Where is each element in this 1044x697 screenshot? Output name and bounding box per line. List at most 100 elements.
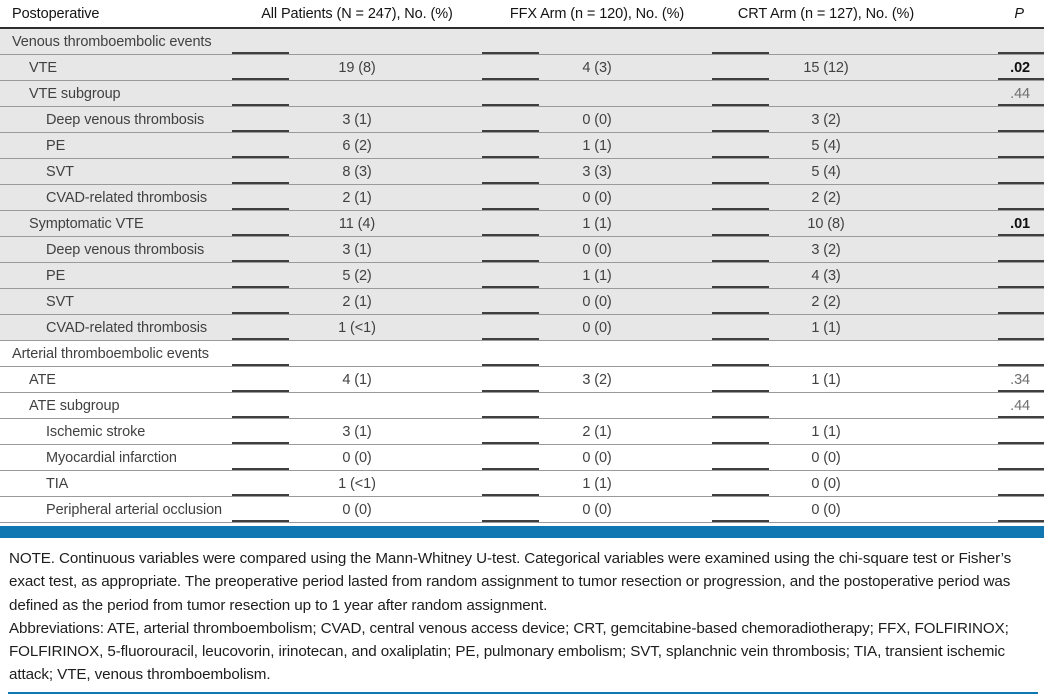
cell-p-value: [940, 341, 1044, 367]
table-row: Myocardial infarction 0 (0) 0 (0) 0 (0): [0, 445, 1044, 471]
cell-all-patients: 4 (1): [232, 367, 482, 393]
row-label: Myocardial infarction: [0, 445, 232, 471]
cell-crt-arm: 1 (1): [712, 367, 940, 393]
row-label: CVAD-related thrombosis: [0, 315, 232, 341]
cell-ffx-arm: 1 (1): [482, 211, 712, 237]
cell-crt-arm: [712, 81, 940, 107]
row-label: Deep venous thrombosis: [0, 107, 232, 133]
note-text: NOTE. Continuous variables were compared…: [9, 550, 1012, 614]
table-row: PE 5 (2) 1 (1) 4 (3): [0, 263, 1044, 289]
cell-all-patients: 1 (<1): [232, 471, 482, 497]
cell-all-patients: 0 (0): [232, 497, 482, 523]
cell-crt-arm: 4 (3): [712, 263, 940, 289]
row-label: ATE: [0, 367, 232, 393]
cell-ffx-arm: [482, 341, 712, 367]
cell-ffx-arm: [482, 81, 712, 107]
cell-crt-arm: 0 (0): [712, 471, 940, 497]
cell-crt-arm: 3 (2): [712, 237, 940, 263]
row-label: VTE: [0, 55, 232, 81]
cell-all-patients: 5 (2): [232, 263, 482, 289]
cell-ffx-arm: 4 (3): [482, 55, 712, 81]
cell-ffx-arm: 1 (1): [482, 263, 712, 289]
cell-p-value: [940, 497, 1044, 523]
column-header-postoperative: Postoperative: [0, 0, 232, 29]
row-label: Ischemic stroke: [0, 419, 232, 445]
cell-p-value: .44: [940, 81, 1044, 107]
table-row: ATE 4 (1) 3 (2) 1 (1) .34: [0, 367, 1044, 393]
cell-p-value: [940, 29, 1044, 55]
cell-p-value: [940, 107, 1044, 133]
cell-crt-arm: 2 (2): [712, 289, 940, 315]
cell-p-value: [940, 471, 1044, 497]
table-body: Venous thromboembolic events VTE 19 (8) …: [0, 29, 1044, 523]
row-label: PE: [0, 133, 232, 159]
column-header-ffx-arm: FFX Arm (n = 120), No. (%): [482, 0, 712, 29]
table-row: VTE subgroup .44: [0, 81, 1044, 107]
table-row: Ischemic stroke 3 (1) 2 (1) 1 (1): [0, 419, 1044, 445]
cell-all-patients: [232, 29, 482, 55]
cell-ffx-arm: 1 (1): [482, 133, 712, 159]
cell-all-patients: [232, 81, 482, 107]
table-row: PE 6 (2) 1 (1) 5 (4): [0, 133, 1044, 159]
thromboembolic-events-table: Postoperative All Patients (N = 247), No…: [0, 0, 1044, 523]
cell-crt-arm: 5 (4): [712, 133, 940, 159]
cell-p-value: .02: [940, 55, 1044, 81]
cell-all-patients: 19 (8): [232, 55, 482, 81]
header-row: Postoperative All Patients (N = 247), No…: [0, 0, 1044, 29]
table-row: Deep venous thrombosis 3 (1) 0 (0) 3 (2): [0, 107, 1044, 133]
cell-crt-arm: 1 (1): [712, 419, 940, 445]
column-header-crt-arm: CRT Arm (n = 127), No. (%): [712, 0, 940, 29]
cell-p-value: [940, 263, 1044, 289]
row-label: SVT: [0, 289, 232, 315]
cell-ffx-arm: 3 (2): [482, 367, 712, 393]
cell-ffx-arm: 0 (0): [482, 497, 712, 523]
cell-ffx-arm: 3 (3): [482, 159, 712, 185]
cell-ffx-arm: 0 (0): [482, 289, 712, 315]
row-label: TIA: [0, 471, 232, 497]
cell-crt-arm: 5 (4): [712, 159, 940, 185]
table-row: Venous thromboembolic events: [0, 29, 1044, 55]
cell-all-patients: 11 (4): [232, 211, 482, 237]
cell-ffx-arm: [482, 29, 712, 55]
table-row: SVT 2 (1) 0 (0) 2 (2): [0, 289, 1044, 315]
table-notes: NOTE. Continuous variables were compared…: [0, 538, 1044, 687]
table-row: VTE 19 (8) 4 (3) 15 (12) .02: [0, 55, 1044, 81]
row-label: PE: [0, 263, 232, 289]
cell-crt-arm: 10 (8): [712, 211, 940, 237]
row-label: Venous thromboembolic events: [0, 29, 232, 55]
cell-all-patients: 3 (1): [232, 419, 482, 445]
row-label: CVAD-related thrombosis: [0, 185, 232, 211]
cell-all-patients: [232, 393, 482, 419]
cell-ffx-arm: 0 (0): [482, 315, 712, 341]
cell-crt-arm: 0 (0): [712, 497, 940, 523]
cell-p-value: [940, 419, 1044, 445]
table-row: SVT 8 (3) 3 (3) 5 (4): [0, 159, 1044, 185]
cell-p-value: [940, 289, 1044, 315]
row-label: Deep venous thrombosis: [0, 237, 232, 263]
cell-all-patients: 2 (1): [232, 185, 482, 211]
cell-ffx-arm: 0 (0): [482, 237, 712, 263]
abbreviations-text: Abbreviations: ATE, arterial thromboembo…: [9, 619, 1009, 684]
cell-ffx-arm: [482, 393, 712, 419]
row-label: Arterial thromboembolic events: [0, 341, 232, 367]
table-row: Symptomatic VTE 11 (4) 1 (1) 10 (8) .01: [0, 211, 1044, 237]
cell-ffx-arm: 1 (1): [482, 471, 712, 497]
table-footer-bar: [0, 526, 1044, 538]
cell-all-patients: 2 (1): [232, 289, 482, 315]
column-header-all-patients: All Patients (N = 247), No. (%): [232, 0, 482, 29]
cell-all-patients: 8 (3): [232, 159, 482, 185]
row-label: Symptomatic VTE: [0, 211, 232, 237]
cell-crt-arm: 2 (2): [712, 185, 940, 211]
bottom-rule: [8, 691, 1038, 694]
cell-p-value: [940, 185, 1044, 211]
cell-crt-arm: 1 (1): [712, 315, 940, 341]
cell-p-value: .34: [940, 367, 1044, 393]
row-label: SVT: [0, 159, 232, 185]
cell-all-patients: [232, 341, 482, 367]
row-label: ATE subgroup: [0, 393, 232, 419]
table-row: Arterial thromboembolic events: [0, 341, 1044, 367]
table-row: Deep venous thrombosis 3 (1) 0 (0) 3 (2): [0, 237, 1044, 263]
cell-all-patients: 6 (2): [232, 133, 482, 159]
row-label: Peripheral arterial occlusion: [0, 497, 232, 523]
